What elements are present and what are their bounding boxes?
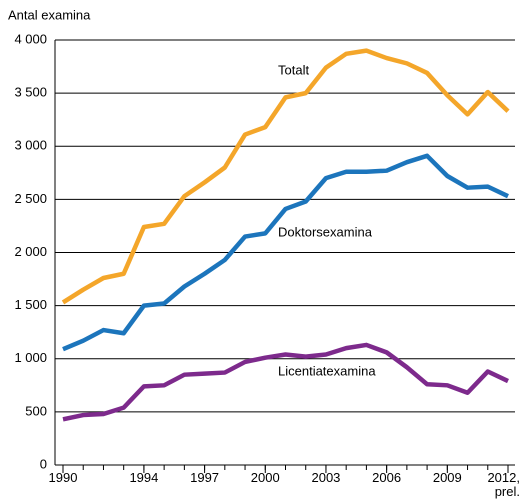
x-tick-label: 2003 [311, 470, 341, 485]
x-tick-label: 2000 [250, 470, 280, 485]
x-tick-label: 1994 [129, 470, 159, 485]
y-tick-label: 0 [40, 456, 47, 471]
x-tick-label: 2009 [432, 470, 462, 485]
y-tick-label: 500 [25, 403, 47, 418]
series-label: Doktorsexamina [278, 224, 373, 239]
x-tick-label: 1997 [190, 470, 220, 485]
series-label: Licentiatexamina [278, 363, 376, 378]
line-series [61, 48, 510, 305]
line-series [62, 153, 509, 352]
y-tick-label: 1 500 [14, 297, 47, 312]
x-tick-label: 2012, prel. [487, 470, 520, 499]
y-tick-label: 2 000 [14, 244, 47, 259]
x-tick-label: 2006 [372, 470, 402, 485]
y-tick-label: 3 500 [14, 85, 47, 100]
y-tick-label: 2 500 [14, 191, 47, 206]
y-axis-label: Antal examina [8, 7, 91, 22]
line-series [62, 342, 509, 422]
y-tick-label: 1 000 [14, 350, 47, 365]
y-tick-label: 4 000 [14, 31, 47, 46]
y-tick-label: 3 000 [14, 138, 47, 153]
series-label: Totalt [278, 62, 309, 77]
x-tick-label: 1990 [48, 470, 78, 485]
